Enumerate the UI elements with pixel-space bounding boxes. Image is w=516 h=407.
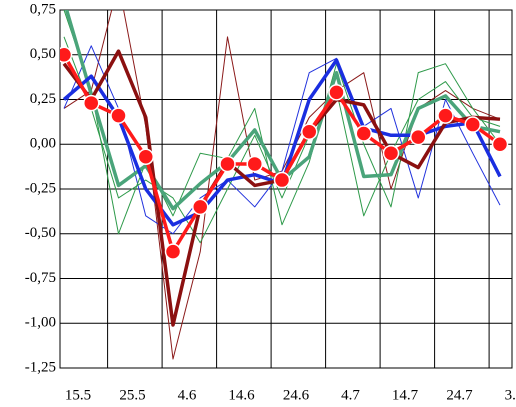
y-tick-label: 0,75	[30, 1, 56, 17]
point-marker	[110, 107, 127, 124]
x-tick-label: 14.7	[392, 387, 419, 403]
point-marker	[246, 155, 263, 173]
point-marker	[60, 46, 73, 63]
y-tick-label: -1,25	[25, 359, 56, 375]
point-marker	[301, 123, 318, 140]
y-tick-label: -0,25	[25, 180, 56, 196]
point-marker	[382, 144, 400, 162]
point-marker	[437, 107, 454, 124]
point-marker	[137, 148, 154, 166]
x-tick-label: 25.5	[119, 387, 145, 403]
x-tick-label: 24.7	[446, 387, 473, 403]
y-tick-label: -0,75	[25, 270, 56, 286]
x-tick-label: 15.5	[65, 387, 91, 403]
point-marker	[328, 84, 345, 101]
point-marker	[192, 198, 209, 216]
plot-area	[60, 10, 509, 360]
point-marker	[83, 94, 100, 112]
y-tick-label: -0,50	[25, 225, 56, 241]
point-marker	[491, 136, 509, 153]
x-tick-label: 24.6	[283, 387, 310, 403]
x-tick-label: 3.8	[505, 387, 516, 403]
y-tick-label: 0,00	[30, 136, 56, 152]
point-marker	[410, 128, 427, 146]
point-marker	[464, 116, 481, 133]
x-tick-label: 14.6	[228, 387, 255, 403]
point-marker	[219, 155, 236, 173]
plot-border	[59, 9, 513, 369]
x-tick-label: 4.6	[178, 387, 197, 403]
y-tick-label: -1,00	[25, 315, 56, 331]
point-marker	[273, 171, 291, 189]
y-tick-label: 0,50	[30, 46, 56, 62]
series-line	[63, 36, 501, 244]
x-tick-label: 4.7	[341, 387, 360, 403]
point-marker	[355, 125, 372, 142]
series-line	[63, 45, 501, 235]
point-marker	[164, 243, 182, 260]
y-tick-label: 0,25	[30, 91, 56, 107]
